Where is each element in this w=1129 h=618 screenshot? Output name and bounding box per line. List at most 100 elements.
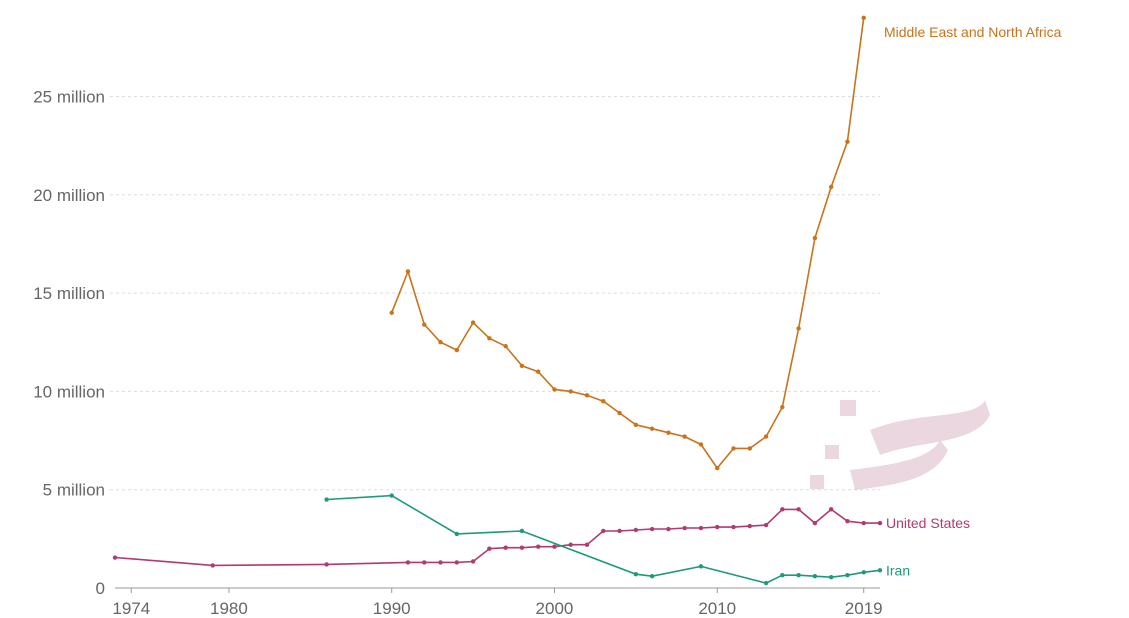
gridlines <box>110 95 880 491</box>
data-point <box>470 320 476 325</box>
data-point <box>405 560 411 565</box>
series-label-middle-east-and-north-africa: Middle East and North Africa <box>884 24 1062 40</box>
data-point <box>780 404 785 410</box>
data-point <box>633 422 639 428</box>
data-point <box>389 310 394 315</box>
data-point <box>796 326 801 331</box>
data-point <box>682 434 687 439</box>
data-point <box>438 340 443 345</box>
data-point <box>324 497 329 502</box>
y-tick-label: 0 <box>96 579 105 598</box>
data-point <box>731 524 736 530</box>
data-point <box>535 544 541 549</box>
data-point <box>698 564 704 569</box>
data-point <box>845 139 850 144</box>
data-point <box>780 507 785 512</box>
data-point <box>519 545 525 550</box>
y-tick-label: 15 million <box>33 284 105 303</box>
data-point <box>487 336 492 341</box>
series-line-middle-east-and-north-africa <box>390 17 865 469</box>
data-point <box>503 545 508 550</box>
data-point <box>698 525 704 531</box>
series-label-united-states: United States <box>886 515 970 531</box>
y-axis: 0 5 million 10 million 15 million 20 million… <box>33 87 105 598</box>
data-point <box>470 559 476 564</box>
data-point <box>747 523 752 529</box>
data-point <box>682 525 687 531</box>
x-tick-label: 1974 <box>112 599 150 618</box>
series-label-iran: Iran <box>886 562 910 578</box>
data-point <box>633 527 639 533</box>
data-point <box>601 528 606 534</box>
data-point <box>584 393 590 398</box>
data-point <box>715 465 720 471</box>
series-iran <box>324 493 883 586</box>
data-point <box>828 184 834 190</box>
y-tick-label: 20 million <box>33 186 105 205</box>
data-point <box>487 546 492 551</box>
data-point <box>584 542 590 547</box>
data-point <box>731 446 736 451</box>
series-labels: Middle East and North Africa United State… <box>884 24 1062 578</box>
y-tick-label: 10 million <box>33 382 105 401</box>
data-point <box>503 343 508 349</box>
data-point <box>519 528 525 534</box>
series-layer <box>112 15 883 586</box>
data-point <box>796 573 801 578</box>
data-point <box>112 555 118 560</box>
series-line-united-states <box>114 508 880 567</box>
data-point <box>552 544 557 549</box>
data-point <box>389 493 394 498</box>
data-point <box>438 560 443 565</box>
data-point <box>812 235 818 241</box>
data-point <box>861 15 866 21</box>
data-point <box>877 520 883 526</box>
data-point <box>422 560 427 565</box>
data-point <box>405 269 411 274</box>
data-point <box>763 434 769 439</box>
data-point <box>454 560 460 565</box>
data-point <box>422 322 427 327</box>
data-point <box>617 528 622 534</box>
data-point <box>828 574 834 580</box>
data-point <box>861 520 866 526</box>
y-tick-label: 5 million <box>43 481 105 500</box>
data-point <box>519 363 525 369</box>
x-axis: 1974 1980 1990 2000 2010 2019 <box>112 587 883 618</box>
watermark-logo <box>810 400 990 490</box>
x-tick-label: 2010 <box>698 599 736 618</box>
data-point <box>812 520 818 526</box>
data-point <box>324 562 329 567</box>
data-point <box>649 574 655 579</box>
data-point <box>763 522 769 528</box>
series-middle-east-and-north-africa <box>389 15 866 471</box>
data-point <box>649 426 655 431</box>
data-point <box>617 410 622 416</box>
data-point <box>780 573 785 578</box>
x-tick-label: 2019 <box>845 599 883 618</box>
data-point <box>877 568 883 573</box>
data-point <box>552 387 557 392</box>
data-point <box>210 563 215 568</box>
data-point <box>649 526 655 532</box>
series-united-states <box>112 507 883 568</box>
data-point <box>454 347 460 353</box>
data-point <box>535 369 541 374</box>
data-point <box>568 542 573 547</box>
data-point <box>747 446 752 451</box>
data-point <box>601 399 606 404</box>
data-point <box>666 430 671 435</box>
data-point <box>633 572 639 577</box>
data-point <box>812 574 818 579</box>
data-point <box>796 507 801 512</box>
data-point <box>763 580 769 586</box>
data-point <box>698 442 704 447</box>
data-point <box>715 524 720 530</box>
data-point <box>454 531 460 537</box>
data-point <box>845 518 850 524</box>
data-point <box>845 573 850 578</box>
x-tick-label: 1980 <box>210 599 248 618</box>
y-tick-label: 25 million <box>33 87 105 106</box>
data-point <box>861 570 866 575</box>
